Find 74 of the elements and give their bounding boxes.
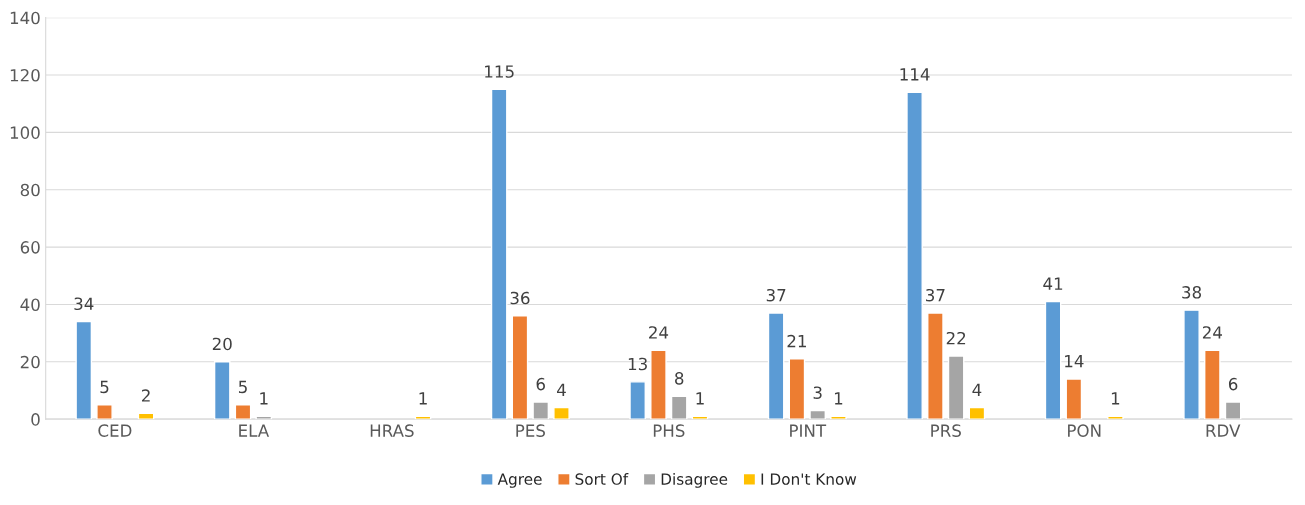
bar [96, 404, 113, 420]
bar [629, 381, 646, 420]
legend-label: Sort Of [575, 473, 629, 485]
data-label: 6 [1228, 377, 1238, 391]
x-tick-label: PON [1068, 424, 1101, 437]
x-tick-label: PRS [931, 424, 961, 437]
data-label: 8 [675, 372, 684, 385]
y-tick-label: 120 [10, 68, 40, 82]
bar [234, 404, 252, 420]
data-label: 6 [536, 377, 545, 391]
y-tick-label: 60 [20, 241, 40, 254]
bar [532, 401, 550, 420]
data-label: 114 [900, 68, 930, 81]
y-tick-label: 20 [20, 355, 40, 369]
data-label: 4 [557, 383, 566, 396]
data-label: 13 [628, 357, 647, 371]
data-label: 24 [649, 326, 669, 339]
bar [927, 312, 944, 420]
data-label: 41 [1043, 277, 1063, 290]
y-tick-label: 0 [31, 413, 40, 426]
data-label: 5 [238, 380, 247, 394]
data-label: 5 [100, 380, 109, 394]
data-label: 3 [813, 386, 822, 399]
legend-label: Disagree [661, 473, 728, 488]
bar [968, 406, 986, 420]
data-label: 22 [946, 331, 966, 345]
data-label: 21 [787, 334, 806, 348]
data-label: 1 [1111, 392, 1120, 405]
data-label: 37 [926, 288, 945, 302]
legend-label: I Don't Know [761, 473, 857, 485]
data-label: 37 [766, 288, 786, 302]
bar [75, 320, 93, 420]
bar [1224, 401, 1242, 420]
data-label: 1 [260, 392, 268, 405]
y-tick-label: 100 [10, 126, 40, 139]
bar [1204, 349, 1221, 420]
y-tick-label: 140 [10, 11, 40, 25]
bar [213, 361, 231, 420]
data-label: 36 [510, 291, 530, 305]
bar [670, 395, 688, 420]
bar [767, 312, 785, 420]
bar [1065, 378, 1083, 420]
legend-label: Agree [497, 473, 542, 488]
bar [788, 358, 806, 420]
bar [490, 88, 508, 420]
data-label: 2 [141, 389, 150, 402]
bar [947, 355, 965, 420]
data-label: 4 [972, 383, 982, 396]
bar [809, 409, 826, 420]
data-label: 1 [419, 392, 427, 405]
y-tick-label: 80 [20, 183, 40, 197]
data-label: 20 [212, 337, 232, 351]
data-label: 34 [74, 297, 94, 311]
bar [553, 406, 570, 420]
data-label: 14 [1065, 355, 1084, 368]
x-tick-label: HRAS [370, 424, 414, 437]
bar [906, 91, 923, 420]
x-tick-label: RDV [1206, 424, 1241, 437]
x-tick-label: PES [516, 424, 545, 437]
bar [1183, 309, 1200, 420]
bar [511, 315, 529, 420]
bar [1044, 300, 1062, 420]
data-label: 24 [1202, 326, 1222, 339]
data-label: 38 [1182, 286, 1202, 299]
x-tick-label: PINT [790, 424, 827, 437]
bar [137, 412, 155, 420]
data-label: 1 [696, 392, 704, 405]
y-tick-label: 40 [20, 298, 40, 312]
data-label: 1 [834, 392, 843, 405]
data-label: 115 [485, 65, 514, 78]
x-tick-label: ELA [239, 424, 270, 437]
x-tick-label: CED [98, 424, 132, 437]
bar [650, 349, 667, 420]
x-tick-label: PHS [653, 424, 685, 437]
